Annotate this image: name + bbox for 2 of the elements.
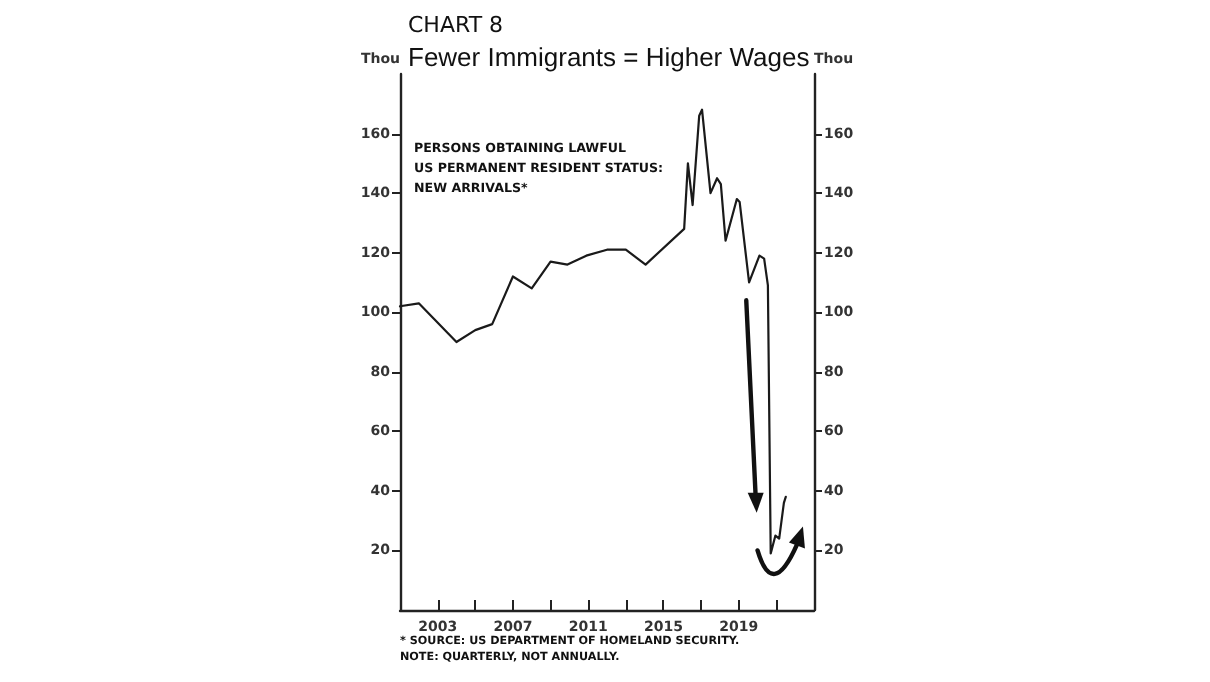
chart-subtitle: CHART 8 (408, 12, 504, 38)
chart-title: Fewer Immigrants = Higher Wages (408, 42, 811, 72)
